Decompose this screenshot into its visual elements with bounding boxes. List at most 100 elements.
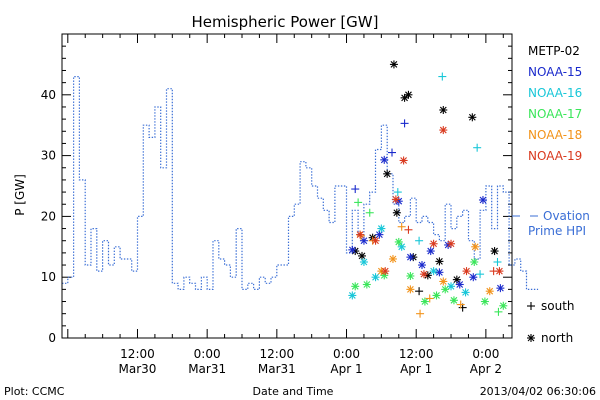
point-metp-02 (439, 106, 448, 114)
point-noaa-17 (449, 296, 458, 305)
point-noaa-15 (359, 236, 368, 245)
point-noaa-17 (365, 208, 374, 217)
point-metp-02 (392, 208, 401, 217)
y-tick-label: 30 (41, 149, 56, 163)
chart-title: Hemispheric Power [GW] (192, 13, 379, 31)
point-metp-02 (383, 169, 392, 178)
point-noaa-16 (473, 143, 482, 152)
point-noaa-18 (388, 254, 397, 263)
y-tick-label: 20 (41, 209, 56, 223)
marker-legend: south north (527, 299, 575, 345)
point-noaa-16 (461, 288, 470, 297)
point-noaa-15 (469, 273, 478, 282)
point-noaa-19 (439, 126, 448, 135)
x-tick-label-date: Apr 1 (330, 362, 362, 376)
y-tick-label: 40 (41, 88, 56, 102)
y-tick-label: 10 (41, 270, 56, 284)
point-noaa-15 (375, 230, 384, 239)
legend-noaa-19: NOAA-19 (528, 149, 582, 163)
point-noaa-19 (489, 267, 498, 276)
y-axis: 0 10 20 30 40 (41, 33, 512, 345)
point-noaa-15 (388, 148, 396, 157)
point-noaa-16 (438, 72, 447, 81)
plot-frame (61, 33, 513, 339)
point-noaa-17 (432, 291, 441, 300)
point-noaa-16 (493, 258, 502, 266)
point-noaa-19 (462, 267, 471, 276)
point-noaa-16 (476, 270, 485, 279)
point-noaa-17 (470, 258, 479, 266)
point-noaa-17 (362, 280, 371, 289)
x-tick-label-time: 12:00 (399, 347, 434, 361)
x-tick-label-time: 0:00 (472, 347, 499, 361)
footer-timestamp: 2013/04/02 06:30:06 (480, 385, 596, 398)
point-noaa-19 (447, 239, 456, 248)
point-noaa-17 (499, 301, 508, 310)
point-noaa-15 (400, 119, 409, 128)
x-tick-label-date: Mar30 (119, 362, 157, 376)
ovation-step-line (62, 76, 539, 290)
point-noaa-16 (371, 273, 380, 282)
point-metp-02 (358, 251, 366, 260)
point-metp-02 (400, 93, 409, 102)
x-tick-label-time: 0:00 (333, 347, 360, 361)
point-noaa-18 (456, 300, 465, 309)
point-noaa-16 (377, 224, 386, 233)
x-tick-label-time: 12:00 (260, 347, 295, 361)
point-noaa-17 (351, 282, 360, 291)
point-noaa-15 (406, 253, 415, 262)
x-tick-label-time: 0:00 (194, 347, 221, 361)
point-noaa-18 (397, 222, 406, 231)
point-metp-02 (389, 60, 398, 69)
point-noaa-19 (391, 195, 400, 204)
point-noaa-15 (351, 185, 360, 194)
point-noaa-17 (441, 285, 450, 294)
x-axis-title: Date and Time (253, 385, 334, 398)
ovation-legend-label2: Prime HPI (528, 224, 586, 238)
point-noaa-16 (415, 236, 424, 245)
point-noaa-19 (419, 270, 428, 279)
point-noaa-19 (404, 225, 413, 234)
marker-legend-north: north (527, 331, 573, 345)
legend-metp-02: METP-02 (528, 44, 580, 58)
footer-plot-source: Plot: CCMC (4, 385, 65, 398)
point-metp-02 (490, 247, 499, 256)
point-noaa-19 (429, 239, 438, 248)
point-noaa-15 (380, 155, 389, 164)
y-tick-label: 0 (48, 331, 56, 345)
point-noaa-17 (494, 307, 503, 316)
point-noaa-16 (393, 188, 402, 197)
point-noaa-15 (426, 247, 435, 256)
point-noaa-17 (406, 271, 415, 280)
point-metp-02 (435, 257, 444, 266)
legend-noaa-18: NOAA-18 (528, 128, 582, 142)
point-noaa-16 (348, 291, 357, 300)
point-noaa-15 (478, 195, 487, 204)
point-metp-02 (404, 90, 413, 99)
x-tick-label-date: Mar31 (258, 362, 296, 376)
point-noaa-19 (371, 236, 380, 245)
point-noaa-18 (406, 285, 415, 294)
point-noaa-19 (399, 156, 408, 165)
point-noaa-18 (485, 287, 494, 296)
legend-noaa-17: NOAA-17 (528, 107, 582, 121)
point-noaa-18 (425, 294, 434, 303)
point-noaa-17 (354, 198, 363, 207)
x-tick-label-date: Mar31 (188, 362, 226, 376)
x-tick-label-date: Apr 1 (400, 362, 432, 376)
legend-noaa-16: NOAA-16 (528, 86, 582, 100)
x-tick-label-date: Apr 2 (470, 362, 502, 376)
point-noaa-17 (480, 297, 489, 306)
point-noaa-18 (416, 309, 425, 318)
marker-legend-label: south (541, 299, 575, 313)
marker-legend-label: north (541, 331, 573, 345)
point-noaa-17 (394, 237, 403, 246)
point-noaa-16 (359, 258, 368, 266)
x-tick-label-time: 12:00 (120, 347, 155, 361)
ovation-legend-label: Ovation (543, 209, 590, 223)
point-noaa-17 (420, 297, 429, 306)
point-noaa-18 (439, 277, 448, 286)
point-noaa-15 (496, 284, 505, 293)
